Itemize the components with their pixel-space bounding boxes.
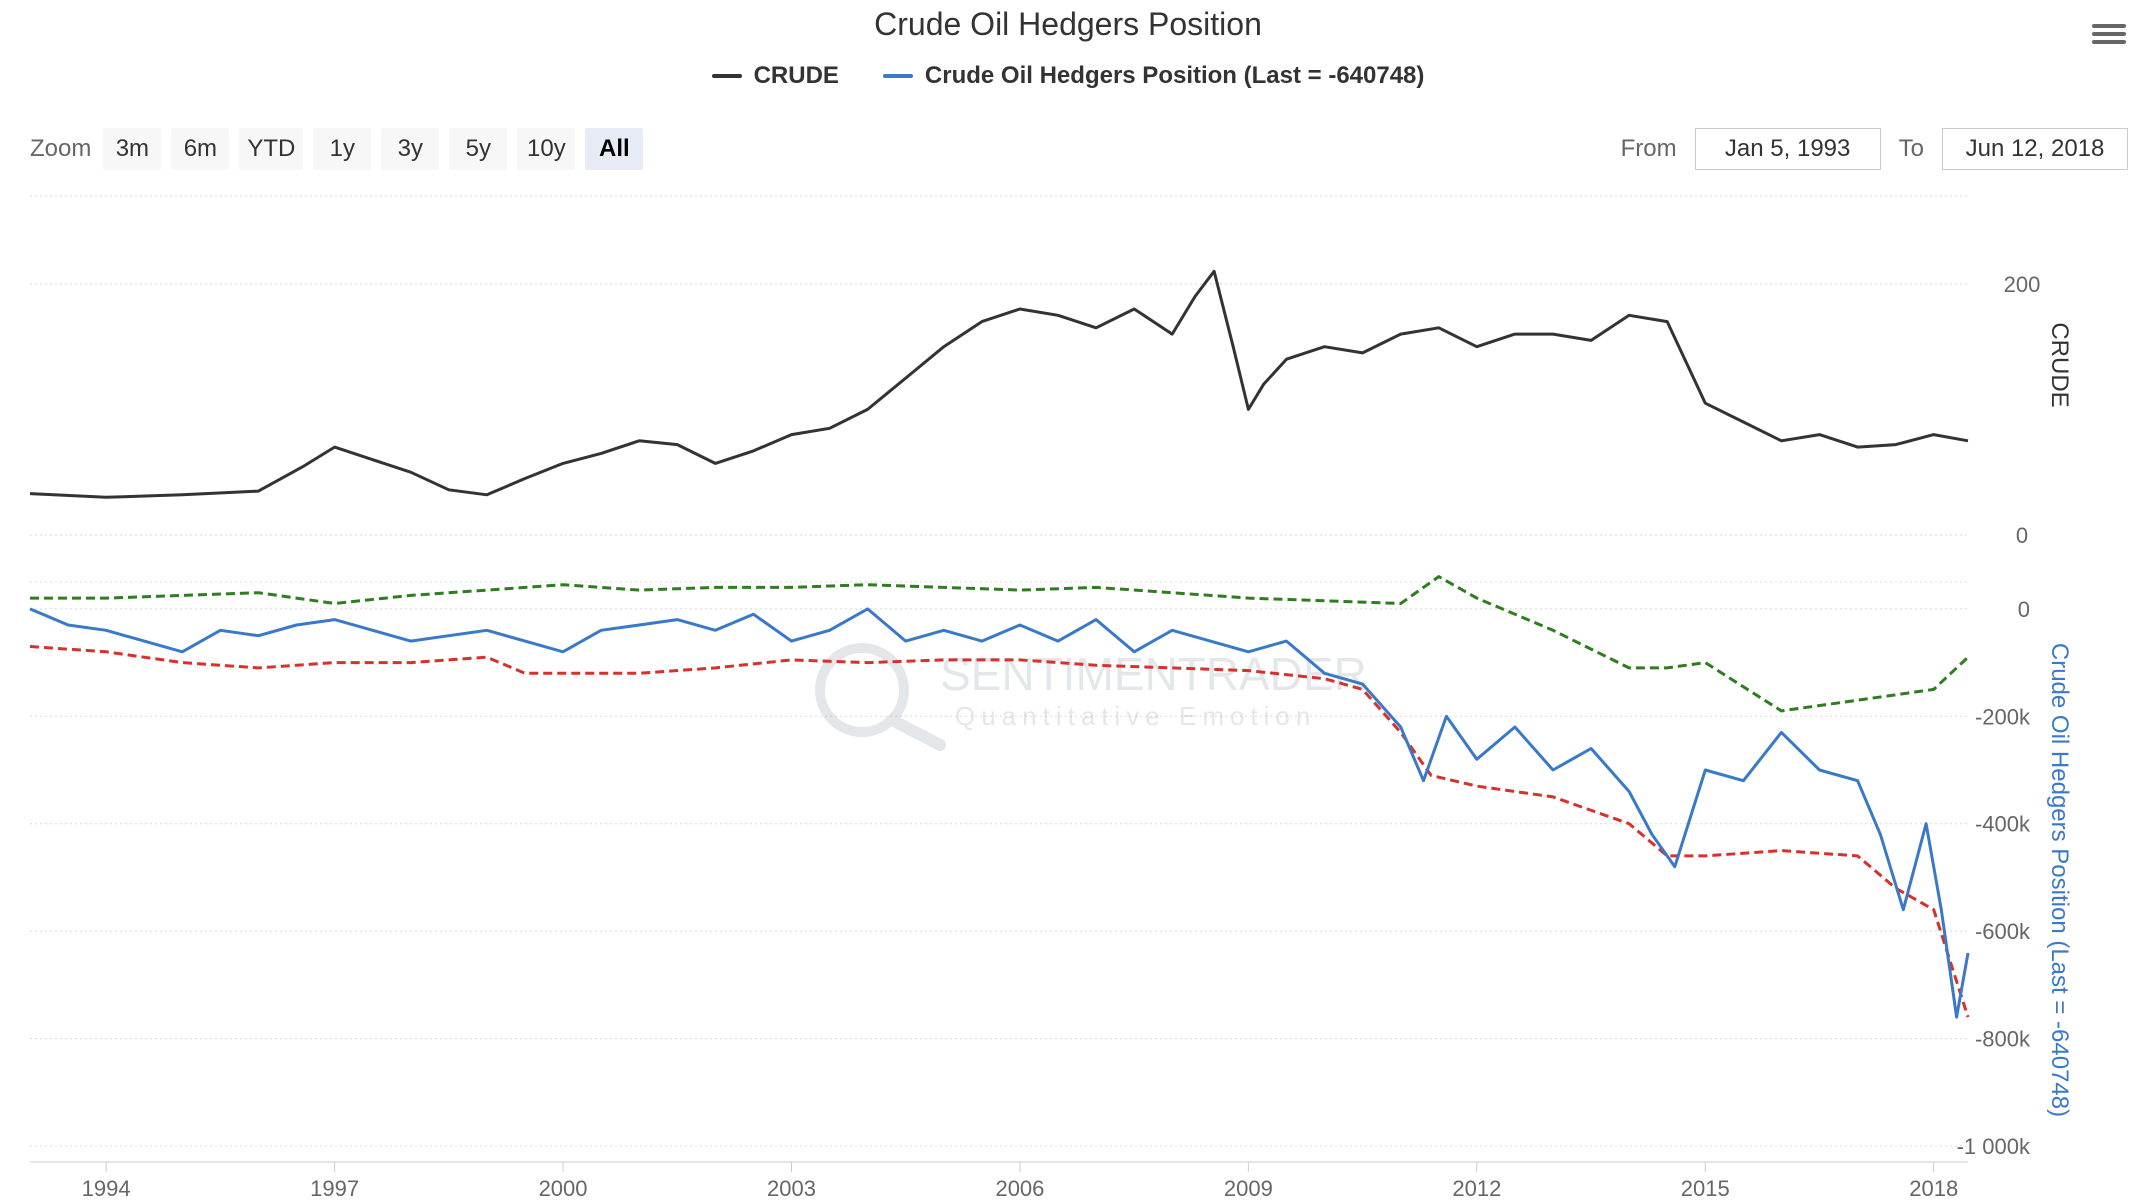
y-tick-label-hedgers: 0 [2018, 597, 2030, 622]
x-tick-label: 2012 [1452, 1176, 1501, 1201]
x-tick-label: 2000 [539, 1176, 588, 1201]
y-tick-label-hedgers: -200k [1975, 704, 2031, 729]
from-date-input[interactable] [1694, 128, 1881, 170]
x-tick-label: 2009 [1224, 1176, 1273, 1201]
x-tick-label: 1994 [82, 1176, 131, 1201]
x-tick-label: 1997 [310, 1176, 359, 1201]
to-date-input[interactable] [1942, 128, 2128, 170]
y-axis-title-hedgers: Crude Oil Hedgers Position (Last = -6407… [2046, 643, 2073, 1117]
series-line-hedgers [29, 607, 1970, 1019]
chart-title: Crude Oil Hedgers Position [874, 6, 1262, 42]
zoom-label: Zoom [30, 135, 92, 162]
x-tick-label: 2015 [1681, 1176, 1730, 1201]
zoom-button-all[interactable]: All [585, 128, 644, 170]
y-tick-label-crude: 200 [2004, 272, 2041, 297]
x-tick-label: 2003 [767, 1176, 816, 1201]
zoom-bar: Zoom 3m 6m YTD 1y 3y 5y 10y All [30, 128, 644, 170]
watermark-line1: SENTIMENTRADER [940, 648, 1367, 700]
y-tick-label-hedgers: -800k [1975, 1027, 2031, 1052]
legend-label-crude: CRUDE [753, 62, 839, 89]
menu-bar [2092, 40, 2126, 44]
legend: CRUDE Crude Oil Hedgers Position (Last =… [0, 62, 2136, 90]
series-layer [29, 269, 1970, 1019]
zoom-button-3y[interactable]: 3y [381, 128, 440, 170]
x-tick-label: 2018 [1909, 1176, 1958, 1201]
menu-bar [2092, 32, 2126, 36]
watermark-line2: Quantitative Emotion [955, 701, 1316, 731]
date-range: From To [1621, 128, 2128, 170]
zoom-button-1y[interactable]: 1y [313, 128, 372, 170]
series-line-lower-band [29, 645, 1970, 1018]
legend-label-hedgers: Crude Oil Hedgers Position (Last = -6407… [924, 62, 1425, 89]
x-tick-label: 2006 [995, 1176, 1044, 1201]
legend-swatch-hedgers [882, 74, 913, 78]
watermark-logo [815, 643, 909, 737]
legend-item-crude[interactable]: CRUDE [711, 62, 839, 90]
to-label: To [1898, 135, 1924, 162]
zoom-button-3m[interactable]: 3m [103, 128, 162, 170]
y-tick-label-hedgers: -600k [1975, 919, 2031, 944]
legend-item-hedgers[interactable]: Crude Oil Hedgers Position (Last = -6407… [882, 62, 1425, 90]
y-axis-title-crude: CRUDE [2046, 322, 2073, 407]
legend-swatch-crude [711, 74, 742, 78]
zoom-button-ytd[interactable]: YTD [239, 128, 304, 170]
series-line-upper-band [30, 574, 1970, 713]
y-tick-label-hedgers: -400k [1975, 812, 2031, 837]
zoom-button-6m[interactable]: 6m [171, 128, 230, 170]
hamburger-menu-icon[interactable] [2092, 20, 2126, 50]
watermark: SENTIMENTRADER Quantitative Emotion [815, 643, 1367, 751]
series-line-crude [29, 269, 1969, 499]
y-tick-label-hedgers: -1 000k [1957, 1134, 2031, 1159]
zoom-button-5y[interactable]: 5y [449, 128, 508, 170]
menu-bar [2092, 24, 2126, 28]
y-tick-label-crude: 0 [2016, 523, 2028, 548]
zoom-button-10y[interactable]: 10y [517, 128, 576, 170]
from-label: From [1620, 135, 1677, 162]
watermark-logo-handle [886, 714, 946, 751]
